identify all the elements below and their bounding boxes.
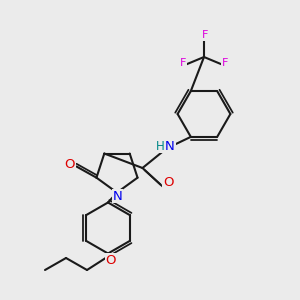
Text: N: N [165, 140, 175, 153]
Text: O: O [65, 158, 75, 172]
Text: F: F [201, 30, 208, 40]
Text: O: O [106, 254, 116, 267]
Text: O: O [163, 176, 173, 190]
Text: N: N [113, 190, 122, 203]
Text: H: H [155, 140, 164, 153]
Text: F: F [222, 58, 228, 68]
Text: F: F [180, 58, 186, 68]
